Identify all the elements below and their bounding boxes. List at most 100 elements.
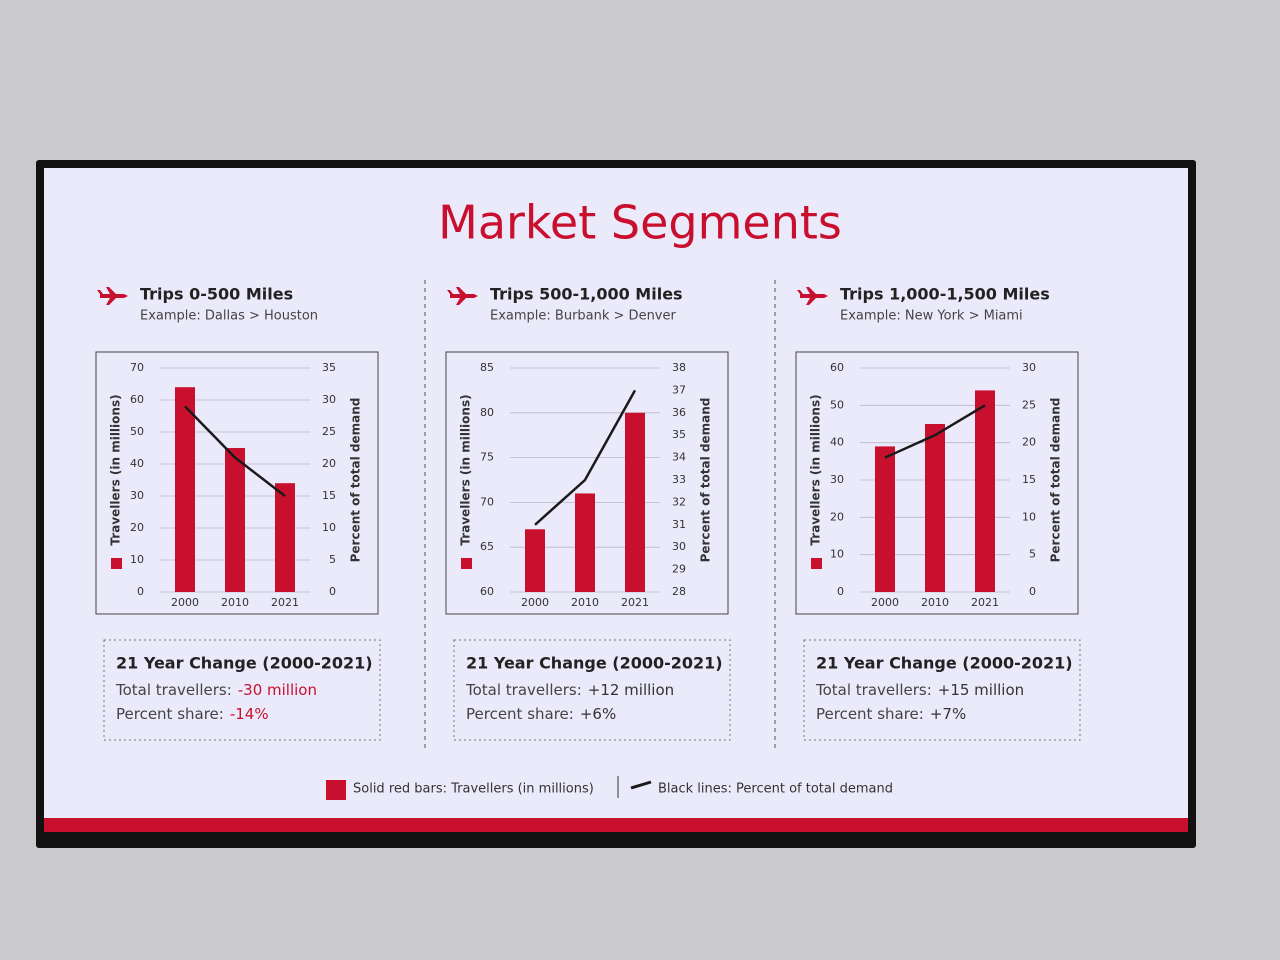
- summary-row: Percent share: +6%: [466, 705, 616, 723]
- y2-tick-label: 35: [322, 361, 336, 374]
- y-tick-label: 70: [480, 495, 494, 508]
- x-tick-label: 2021: [971, 596, 999, 609]
- x-tick-label: 2000: [171, 596, 199, 609]
- summary-label: Percent share:: [116, 705, 224, 723]
- panel-title: Trips 500-1,000 Miles: [490, 285, 683, 304]
- y2-tick-label: 38: [672, 361, 686, 374]
- bar: [275, 483, 295, 592]
- panel-subtitle: Example: Burbank > Denver: [490, 309, 676, 324]
- y-tick-label: 30: [130, 489, 144, 502]
- y2-tick-label: 28: [672, 585, 686, 598]
- y-tick-label: 20: [130, 521, 144, 534]
- plane-icon: [447, 287, 478, 305]
- y-axis-title: Travellers (in millions): [459, 394, 473, 545]
- summary-label: Total travellers:: [815, 681, 932, 699]
- chart-frame: [795, 351, 1079, 615]
- y2-tick-label: 10: [322, 521, 336, 534]
- y-tick-label: 20: [830, 510, 844, 523]
- chart-frame: [95, 351, 379, 615]
- y-tick-label: 0: [837, 585, 844, 598]
- y2-tick-label: 5: [1029, 548, 1036, 561]
- y2-tick-label: 20: [322, 457, 336, 470]
- x-tick-label: 2021: [271, 596, 299, 609]
- y2-tick-label: 15: [322, 489, 336, 502]
- summary-heading: 21 Year Change (2000-2021): [816, 654, 1073, 673]
- x-tick-label: 2021: [621, 596, 649, 609]
- bar: [625, 412, 645, 592]
- y-tick-label: 60: [480, 585, 494, 598]
- bar: [525, 529, 545, 592]
- summary-value: -30 million: [238, 681, 317, 699]
- y2-tick-label: 5: [329, 553, 336, 566]
- summary-value: +6%: [580, 705, 616, 723]
- panel-title: Trips 1,000-1,500 Miles: [840, 285, 1050, 304]
- summary-value: -14%: [230, 705, 269, 723]
- y2-tick-label: 0: [329, 585, 336, 598]
- summary-value: +7%: [930, 705, 966, 723]
- summary-row: Total travellers: +15 million: [815, 681, 1024, 699]
- y2-tick-label: 25: [1022, 398, 1036, 411]
- chart-frame: [445, 351, 729, 615]
- summary-row: Total travellers: +12 million: [465, 681, 674, 699]
- x-tick-label: 2000: [521, 596, 549, 609]
- summary-row: Percent share: -14%: [116, 705, 269, 723]
- summary-value: +15 million: [938, 681, 1024, 699]
- y2-tick-label: 25: [322, 425, 336, 438]
- y2-tick-label: 10: [1022, 510, 1036, 523]
- y2-axis-title: Percent of total demand: [699, 398, 713, 563]
- x-tick-label: 2010: [221, 596, 249, 609]
- legend-label: Black lines: Percent of total demand: [658, 782, 893, 797]
- y-tick-label: 10: [830, 548, 844, 561]
- summary-row: Percent share: +7%: [816, 705, 966, 723]
- y2-tick-label: 30: [1022, 361, 1036, 374]
- bar: [925, 424, 945, 592]
- screen: [44, 168, 1188, 832]
- y2-tick-label: 35: [672, 428, 686, 441]
- y2-tick-label: 31: [672, 518, 686, 531]
- y2-tick-label: 36: [672, 406, 686, 419]
- y-tick-label: 40: [830, 436, 844, 449]
- y-tick-label: 0: [137, 585, 144, 598]
- y2-tick-label: 20: [1022, 436, 1036, 449]
- y2-axis-title: Percent of total demand: [1049, 398, 1063, 563]
- y2-tick-label: 30: [322, 393, 336, 406]
- bar: [225, 448, 245, 592]
- y-tick-label: 65: [480, 540, 494, 553]
- legend-swatch: [630, 780, 652, 790]
- summary-heading: 21 Year Change (2000-2021): [466, 654, 723, 673]
- slide-title: Market Segments: [438, 196, 842, 250]
- y2-tick-label: 33: [672, 473, 686, 486]
- bar: [575, 493, 595, 592]
- bar: [975, 390, 995, 592]
- y2-tick-label: 29: [672, 563, 686, 576]
- bar: [875, 446, 895, 592]
- y2-tick-label: 32: [672, 495, 686, 508]
- y-tick-label: 50: [130, 425, 144, 438]
- bar: [175, 387, 195, 592]
- summary-value: +12 million: [588, 681, 674, 699]
- summary-heading: 21 Year Change (2000-2021): [116, 654, 373, 673]
- y2-tick-label: 30: [672, 540, 686, 553]
- panel-subtitle: Example: New York > Miami: [840, 309, 1023, 324]
- y-label-marker: [111, 558, 122, 569]
- y-label-marker: [811, 558, 822, 569]
- y-tick-label: 40: [130, 457, 144, 470]
- y-tick-label: 60: [830, 361, 844, 374]
- summary-label: Percent share:: [466, 705, 574, 723]
- y-tick-label: 85: [480, 361, 494, 374]
- plane-icon: [797, 287, 828, 305]
- x-tick-label: 2010: [571, 596, 599, 609]
- plane-icon: [97, 287, 128, 305]
- summary-label: Total travellers:: [115, 681, 232, 699]
- panel-subtitle: Example: Dallas > Houston: [140, 309, 318, 324]
- y-label-marker: [461, 558, 472, 569]
- x-tick-label: 2010: [921, 596, 949, 609]
- percent-line: [534, 389, 637, 526]
- y-tick-label: 10: [130, 553, 144, 566]
- summary-row: Total travellers: -30 million: [115, 681, 317, 699]
- panel-title: Trips 0-500 Miles: [140, 285, 293, 304]
- y-tick-label: 50: [830, 398, 844, 411]
- y-tick-label: 75: [480, 451, 494, 464]
